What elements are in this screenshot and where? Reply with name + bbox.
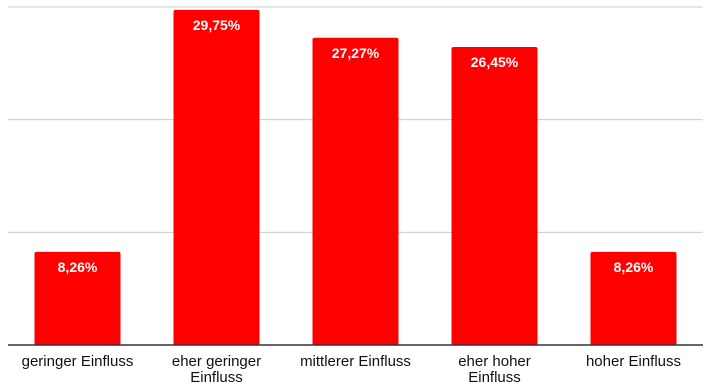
category-label: eher hoher Einfluss (458, 353, 531, 385)
data-label: 29,75% (193, 17, 241, 33)
category-label: mittlerer Einfluss (300, 353, 411, 370)
data-labels: 8,26% 29,75% 27,27% 26,45% 8,26% (58, 17, 654, 275)
category-labels: geringer Einfluss eher geringer Einfluss mi… (22, 353, 681, 385)
bars (34, 9, 677, 346)
bar (312, 37, 399, 346)
data-label: 8,26% (58, 259, 98, 275)
category-label: geringer Einfluss (22, 353, 134, 370)
bar (173, 9, 260, 345)
category-label: hoher Einfluss (586, 353, 681, 370)
data-label: 8,26% (614, 259, 654, 275)
bar (34, 251, 121, 345)
bar (451, 46, 538, 345)
category-label: eher geringer Einfluss (172, 353, 261, 385)
data-label: 26,45% (471, 54, 519, 70)
data-label: 27,27% (332, 45, 380, 61)
bar (590, 251, 677, 345)
